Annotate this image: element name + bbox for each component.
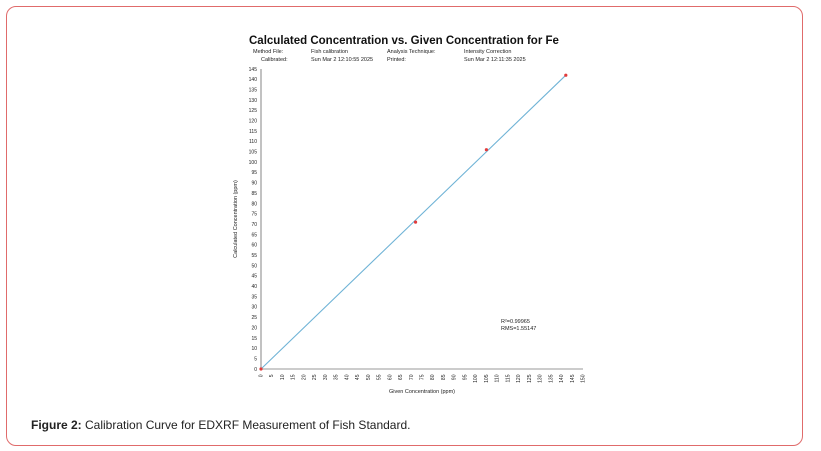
x-tick-label: 35 <box>334 374 340 380</box>
x-tick-label: 70 <box>409 374 415 380</box>
y-tick-label: 90 <box>251 181 257 187</box>
y-tick-label: 30 <box>251 305 257 311</box>
y-tick-label: 35 <box>251 294 257 300</box>
x-tick-label: 115 <box>505 374 511 382</box>
y-tick-label: 20 <box>251 325 257 331</box>
x-tick-label: 80 <box>430 374 436 380</box>
calibrated-value: Sun Mar 2 12:10:55 2025 <box>311 57 374 63</box>
y-tick-label: 5 <box>254 356 257 362</box>
y-tick-label: 110 <box>249 139 257 145</box>
x-tick-label: 10 <box>280 374 286 380</box>
x-tick-label: 125 <box>527 374 533 383</box>
x-tick-label: 140 <box>559 374 565 383</box>
calibration-plot: 0510152025303540455055606570758085909510… <box>233 67 587 395</box>
analysis-technique-value: Intensity Correction <box>464 49 512 55</box>
x-tick-label: 150 <box>581 374 587 383</box>
analysis-technique-label: Analysis Technique: <box>387 49 436 55</box>
x-tick-label: 60 <box>387 374 393 380</box>
y-axis-label: Calculated Concentration (ppm) <box>233 180 239 258</box>
x-tick-label: 75 <box>420 374 426 380</box>
figure-caption-label: Figure 2: <box>31 418 82 432</box>
chart-container: Calculated Concentration vs. Given Conce… <box>221 29 601 409</box>
x-tick-label: 65 <box>398 374 404 380</box>
y-tick-label: 45 <box>251 274 257 280</box>
y-tick-label: 65 <box>251 232 257 238</box>
y-tick-label: 0 <box>254 367 257 373</box>
x-tick-label: 0 <box>259 374 265 377</box>
figure-caption: Figure 2: Calibration Curve for EDXRF Me… <box>31 418 410 432</box>
x-tick-label: 55 <box>377 374 383 380</box>
x-axis-label: Given Concentration (ppm) <box>389 389 455 395</box>
figure-frame: Calculated Concentration vs. Given Conce… <box>6 6 803 446</box>
y-tick-label: 105 <box>249 150 258 156</box>
y-tick-label: 115 <box>249 129 257 135</box>
data-point <box>484 148 488 152</box>
y-tick-label: 100 <box>249 160 258 166</box>
method-file-label: Method File: <box>253 49 284 55</box>
y-tick-label: 60 <box>251 243 257 249</box>
y-tick-label: 70 <box>251 222 257 228</box>
figure-caption-text: Calibration Curve for EDXRF Measurement … <box>81 418 411 432</box>
x-tick-label: 15 <box>291 374 297 380</box>
y-tick-label: 25 <box>251 315 257 321</box>
y-tick-label: 50 <box>251 263 257 269</box>
y-tick-label: 40 <box>251 284 257 290</box>
x-tick-label: 40 <box>344 374 350 380</box>
data-point <box>259 367 263 371</box>
y-tick-label: 125 <box>249 108 258 114</box>
x-tick-label: 50 <box>366 374 372 380</box>
calibrated-label: Calibrated: <box>261 57 288 63</box>
x-tick-label: 95 <box>462 374 468 380</box>
y-tick-label: 95 <box>251 170 257 176</box>
calibration-fit-line <box>260 74 567 370</box>
fit-statistics: R²=0.99965 RMS=1.55147 <box>501 319 536 333</box>
y-tick-label: 75 <box>251 212 257 218</box>
y-tick-label: 15 <box>251 336 257 342</box>
x-tick-label: 85 <box>441 374 447 380</box>
x-tick-label: 130 <box>538 374 544 383</box>
data-point <box>564 73 568 77</box>
x-tick-label: 90 <box>452 374 458 380</box>
y-tick-label: 80 <box>251 201 257 207</box>
x-tick-label: 25 <box>312 374 318 380</box>
printed-label: Printed: <box>387 57 406 63</box>
y-tick-label: 120 <box>249 119 258 125</box>
x-tick-label: 30 <box>323 374 329 380</box>
y-tick-label: 55 <box>251 253 257 259</box>
x-tick-label: 105 <box>484 374 490 383</box>
x-tick-label: 120 <box>516 374 522 383</box>
x-tick-label: 45 <box>355 374 361 380</box>
y-tick-label: 10 <box>251 346 257 352</box>
method-file-value: Fish calibration <box>311 49 348 55</box>
y-tick-label: 85 <box>251 191 257 197</box>
y-tick-label: 135 <box>249 87 258 93</box>
x-tick-label: 100 <box>473 374 479 383</box>
x-tick-label: 20 <box>301 374 307 380</box>
chart-title: Calculated Concentration vs. Given Conce… <box>249 35 559 47</box>
x-tick-label: 5 <box>269 374 275 377</box>
y-tick-label: 130 <box>249 98 258 104</box>
printed-value: Sun Mar 2 12:11:35 2025 <box>464 57 526 63</box>
x-tick-label: 145 <box>570 374 576 383</box>
x-tick-label: 135 <box>548 374 554 383</box>
y-tick-label: 145 <box>249 67 258 73</box>
data-point <box>413 220 418 224</box>
x-tick-label: 110 <box>495 374 501 382</box>
y-tick-label: 140 <box>249 77 258 83</box>
rms-value: RMS=1.55147 <box>501 326 537 332</box>
r-squared-value: R²=0.99965 <box>501 319 530 325</box>
